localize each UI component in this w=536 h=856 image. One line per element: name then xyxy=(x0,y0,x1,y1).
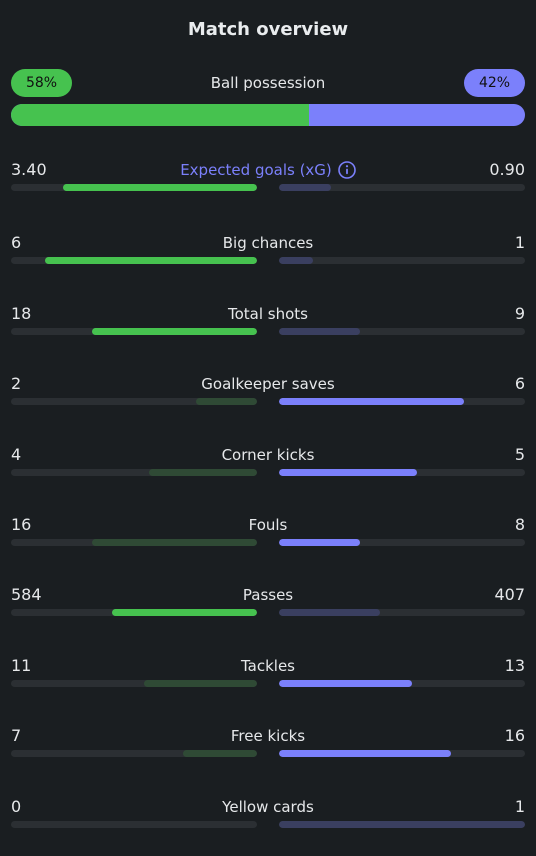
possession-bar xyxy=(11,104,525,126)
away-bar-fill xyxy=(279,469,417,476)
home-value: 0 xyxy=(11,797,22,816)
home-value: 18 xyxy=(11,304,32,323)
away-value: 1 xyxy=(514,797,525,816)
stat-label: Passes xyxy=(11,585,525,605)
home-bar xyxy=(11,750,257,757)
home-value: 2 xyxy=(11,374,22,393)
home-bar-fill xyxy=(148,469,257,476)
stat-label: Big chances xyxy=(11,233,525,253)
away-possession-badge: 42% xyxy=(464,69,525,97)
away-value: 1 xyxy=(514,233,525,252)
stat-row: 11 Tackles 13 xyxy=(11,656,525,700)
stat-label[interactable]: Expected goals (xG) xyxy=(11,160,525,180)
page-title: Match overview xyxy=(187,19,349,40)
stat-row: 16 Fouls 8 xyxy=(11,515,525,559)
home-value: 584 xyxy=(11,585,42,604)
home-bar-fill xyxy=(62,184,257,191)
home-bar xyxy=(11,257,257,264)
away-bar xyxy=(279,750,525,757)
away-value: 13 xyxy=(504,656,525,675)
home-value: 3.40 xyxy=(11,160,47,179)
away-bar xyxy=(279,680,525,687)
away-bar xyxy=(279,469,525,476)
home-possession-fill xyxy=(11,104,310,126)
stat-label-text: Tackles xyxy=(240,657,296,675)
home-value: 6 xyxy=(11,233,22,252)
stat-label-text: Free kicks xyxy=(230,727,306,745)
away-bar xyxy=(279,328,525,335)
stat-label-text: Goalkeeper saves xyxy=(201,375,335,393)
away-bar-fill xyxy=(279,328,361,335)
away-value: 16 xyxy=(504,726,525,745)
home-value: 16 xyxy=(11,515,32,534)
home-bar xyxy=(11,821,257,828)
home-value: 4 xyxy=(11,445,22,464)
away-bar-fill xyxy=(279,257,314,264)
away-bar xyxy=(279,821,525,828)
stat-row: 0 Yellow cards 1 xyxy=(11,797,525,841)
stat-row: 6 Big chances 1 xyxy=(11,233,525,277)
away-value: 407 xyxy=(494,585,525,604)
away-bar-fill xyxy=(279,750,452,757)
home-bar xyxy=(11,328,257,335)
stat-label-text: Passes xyxy=(242,586,294,604)
stat-label-text: Big chances xyxy=(222,234,314,252)
possession-row: 58% Ball possession 42% xyxy=(11,69,525,97)
stat-label-text: Expected goals (xG) xyxy=(180,161,332,179)
stat-label-text: Fouls xyxy=(248,516,288,534)
away-bar-fill xyxy=(279,609,380,616)
home-bar xyxy=(11,680,257,687)
home-bar-fill xyxy=(183,750,257,757)
away-value: 5 xyxy=(514,445,525,464)
home-bar-fill xyxy=(195,398,257,405)
home-bar xyxy=(11,539,257,546)
home-bar-fill xyxy=(143,680,257,687)
home-bar-fill xyxy=(45,257,257,264)
stat-label-text: Yellow cards xyxy=(222,798,314,816)
home-possession-badge: 58% xyxy=(11,69,72,97)
home-bar xyxy=(11,469,257,476)
away-bar-fill xyxy=(279,539,361,546)
stat-label-text: Total shots xyxy=(228,305,308,323)
away-bar-fill xyxy=(279,184,331,191)
stat-row: 3.40 Expected goals (xG) 0.90 xyxy=(11,160,525,204)
info-icon[interactable] xyxy=(337,161,356,179)
home-bar xyxy=(11,184,257,191)
away-bar xyxy=(279,184,525,191)
stat-row: 4 Corner kicks 5 xyxy=(11,445,525,489)
stat-label: Fouls xyxy=(11,515,525,535)
stat-label: Total shots xyxy=(11,304,525,324)
stat-row: 18 Total shots 9 xyxy=(11,304,525,348)
stat-label: Corner kicks xyxy=(11,445,525,465)
away-bar-fill xyxy=(279,821,525,828)
stat-label-text: Corner kicks xyxy=(221,446,315,464)
away-value: 6 xyxy=(514,374,525,393)
away-value: 9 xyxy=(514,304,525,323)
home-bar xyxy=(11,398,257,405)
home-bar-fill xyxy=(92,539,257,546)
away-bar-fill xyxy=(279,398,464,405)
away-value: 0.90 xyxy=(489,160,525,179)
stat-label: Yellow cards xyxy=(11,797,525,817)
away-bar-fill xyxy=(279,680,412,687)
stat-label: Tackles xyxy=(11,656,525,676)
stat-label: Free kicks xyxy=(11,726,525,746)
stat-label: Goalkeeper saves xyxy=(11,374,525,394)
away-bar xyxy=(279,539,525,546)
stat-row: 2 Goalkeeper saves 6 xyxy=(11,374,525,418)
away-bar xyxy=(279,398,525,405)
home-bar-fill xyxy=(111,609,257,616)
stat-row: 584 Passes 407 xyxy=(11,585,525,629)
stat-row: 7 Free kicks 16 xyxy=(11,726,525,770)
away-bar xyxy=(279,257,525,264)
possession-label: Ball possession xyxy=(210,74,326,92)
home-bar-fill xyxy=(92,328,257,335)
home-value: 11 xyxy=(11,656,32,675)
home-value: 7 xyxy=(11,726,22,745)
home-bar xyxy=(11,609,257,616)
away-value: 8 xyxy=(514,515,525,534)
away-bar xyxy=(279,609,525,616)
